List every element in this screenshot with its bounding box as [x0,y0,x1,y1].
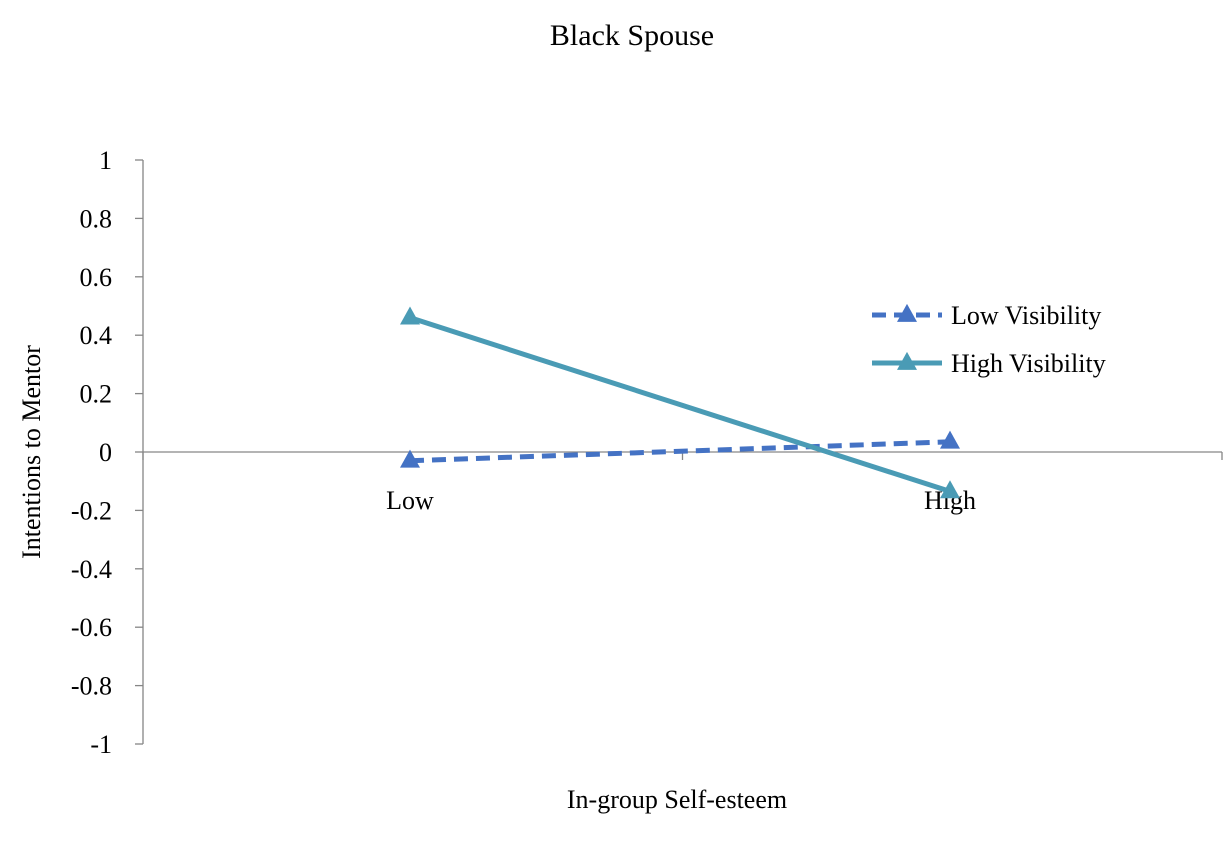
series-line [409,315,951,494]
y-tick-label: -0.4 [71,555,112,584]
legend-triangle-marker [897,303,917,322]
x-axis-label: In-group Self-esteem [567,785,787,814]
y-tick-label: 1 [99,146,112,175]
y-tick-label: -0.8 [71,672,112,701]
legend-label: Low Visibility [951,301,1101,330]
legend-item: Low Visibility [872,301,1101,330]
data-point-triangle [940,480,960,499]
y-tick-label: 0.6 [80,263,113,292]
y-tick-label: 0.4 [80,321,113,350]
y-axis-label: Intentions to Mentor [17,345,46,559]
legend-label: High Visibility [951,349,1106,378]
series-high-visibility [400,306,960,499]
legend-item: High Visibility [872,349,1106,378]
chart-title: Black Spouse [550,19,714,52]
y-tick-label: -0.6 [71,613,112,642]
y-tick-label: -0.2 [71,496,112,525]
series-layer [400,306,960,499]
x-tick-labels: Low High [386,486,976,515]
data-point-triangle [400,449,420,468]
y-tick-label: -1 [90,730,112,759]
series-line [409,439,951,464]
data-point-triangle [940,430,960,449]
data-point-triangle [400,306,420,325]
y-tick-label: 0.8 [80,204,113,233]
y-axis: 1 0.8 0.6 0.4 0.2 0 -0.2 -0.4 -0.6 -0.8 -1 [71,146,144,759]
legend-triangle-marker [897,351,917,370]
x-tick-label: Low [386,486,434,515]
y-tick-label: 0.2 [80,380,113,409]
y-tick-label: 0 [99,438,112,467]
legend: Low Visibility High Visibility [872,301,1106,378]
series-low-visibility [400,430,960,468]
